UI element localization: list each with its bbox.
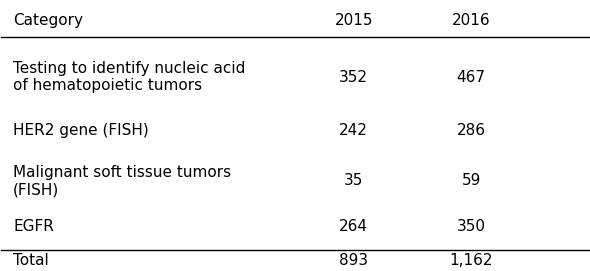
Text: HER2 gene (FISH): HER2 gene (FISH) [13, 123, 149, 138]
Text: Malignant soft tissue tumors
(FISH): Malignant soft tissue tumors (FISH) [13, 165, 231, 197]
Text: 893: 893 [339, 253, 368, 268]
Text: 467: 467 [457, 70, 486, 85]
Text: 350: 350 [457, 219, 486, 234]
Text: 352: 352 [339, 70, 368, 85]
Text: 264: 264 [339, 219, 368, 234]
Text: 1,162: 1,162 [450, 253, 493, 268]
Text: 35: 35 [344, 173, 363, 188]
Text: 2016: 2016 [452, 12, 490, 27]
Text: Testing to identify nucleic acid
of hematopoietic tumors: Testing to identify nucleic acid of hema… [13, 61, 245, 93]
Text: 242: 242 [339, 123, 368, 138]
Text: Total: Total [13, 253, 49, 268]
Text: 2015: 2015 [335, 12, 373, 27]
Text: EGFR: EGFR [13, 219, 54, 234]
Text: 59: 59 [461, 173, 481, 188]
Text: 286: 286 [457, 123, 486, 138]
Text: Category: Category [13, 12, 83, 27]
